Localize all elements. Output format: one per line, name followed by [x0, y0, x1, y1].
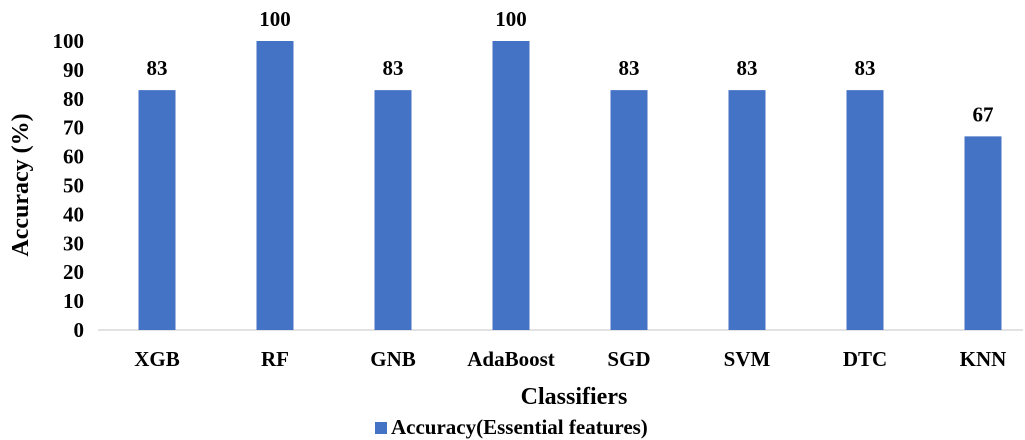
data-label: 83 [147, 56, 168, 80]
y-tick-label: 100 [53, 29, 85, 53]
x-axis-ticks: XGB RF GNB AdaBoost SGD SVM DTC KNN [134, 347, 1006, 371]
bar [728, 90, 766, 330]
x-tick-label: XGB [134, 347, 180, 371]
x-tick-label: DTC [843, 347, 887, 371]
legend-swatch [375, 422, 387, 434]
y-tick-label: 30 [63, 231, 84, 255]
legend: Accuracy(Essential features) [375, 415, 648, 439]
y-tick-label: 10 [63, 289, 84, 313]
y-tick-label: 90 [63, 58, 84, 82]
x-tick-label: SVM [724, 347, 771, 371]
bar [846, 90, 884, 330]
y-tick-label: 40 [63, 202, 84, 226]
y-tick-label: 70 [63, 116, 84, 140]
x-tick-label: RF [261, 347, 289, 371]
x-tick-label: GNB [370, 347, 416, 371]
y-tick-label: 80 [63, 87, 84, 111]
bar [256, 41, 294, 330]
bar [374, 90, 412, 330]
y-tick-label: 50 [63, 174, 84, 198]
y-tick-label: 0 [74, 318, 85, 342]
data-label: 83 [383, 56, 404, 80]
y-tick-label: 20 [63, 260, 84, 284]
data-label: 100 [259, 7, 291, 31]
x-tick-label: KNN [960, 347, 1007, 371]
data-label: 83 [737, 56, 758, 80]
bar [610, 90, 648, 330]
data-label: 100 [495, 7, 527, 31]
y-tick-label: 60 [63, 145, 84, 169]
x-axis-title: Classifiers [521, 384, 628, 410]
legend-label: Accuracy(Essential features) [391, 415, 648, 439]
bars [138, 41, 1002, 330]
bar [492, 41, 530, 330]
y-axis-title: Accuracy (%) [8, 113, 34, 256]
bar [964, 136, 1002, 330]
data-label: 83 [855, 56, 876, 80]
data-labels: 83 100 83 100 83 83 83 67 [147, 7, 994, 126]
data-label: 83 [619, 56, 640, 80]
y-axis-ticks: 0 10 20 30 40 50 60 70 80 90 100 [53, 29, 85, 342]
x-tick-label: SGD [607, 347, 650, 371]
bar [138, 90, 176, 330]
data-label: 67 [973, 102, 994, 126]
x-tick-label: AdaBoost [467, 347, 555, 371]
